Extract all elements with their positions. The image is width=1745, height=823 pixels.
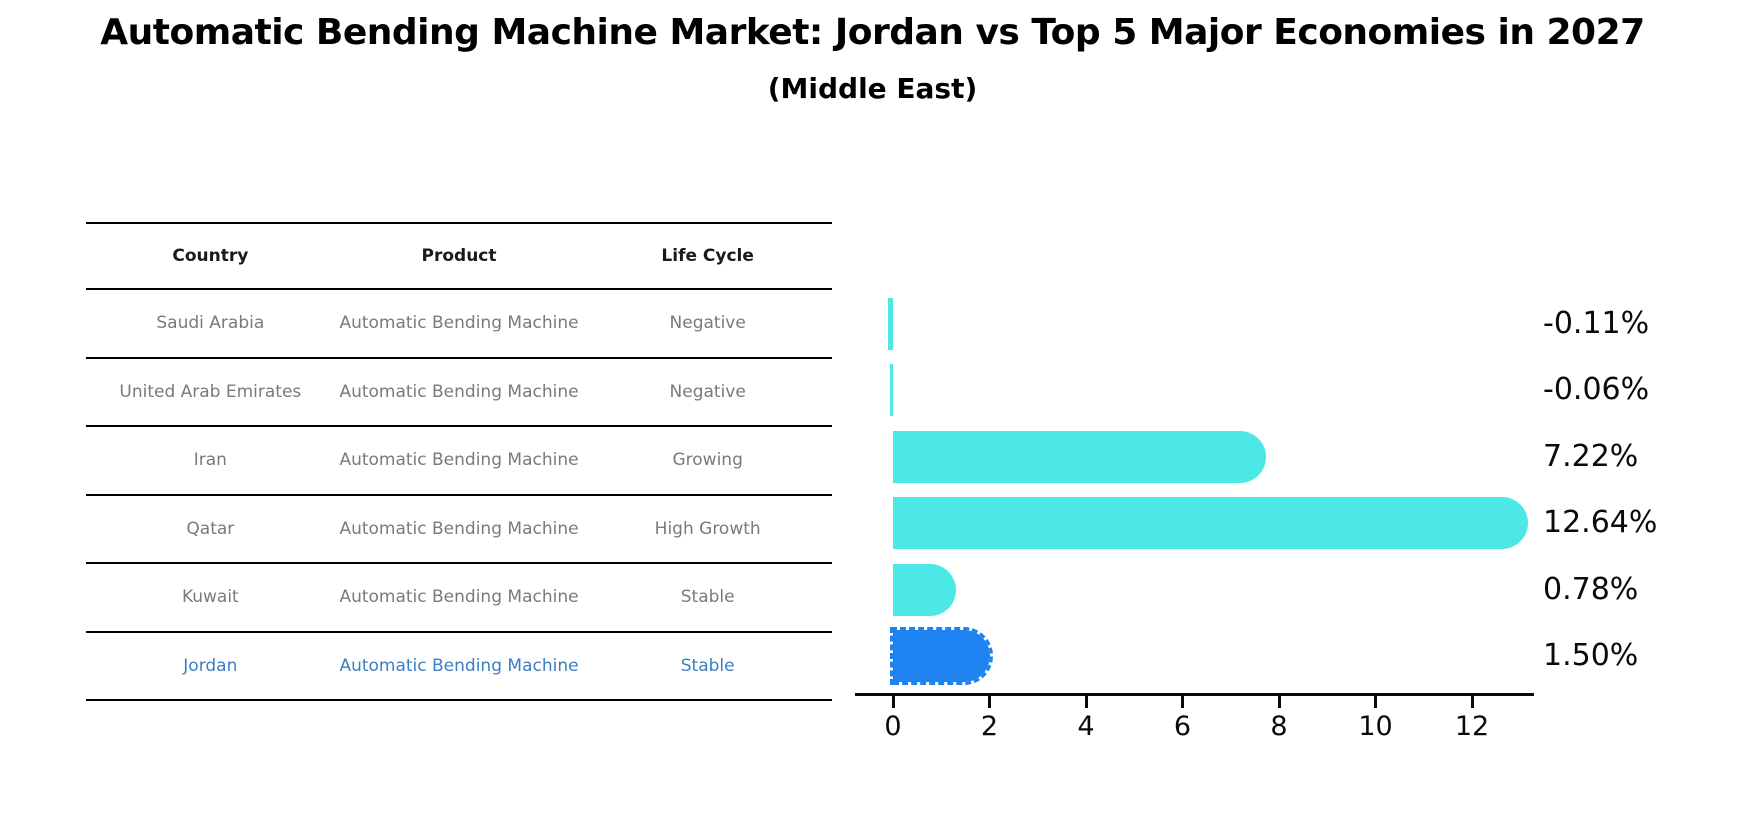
column-header-product: Product <box>421 246 497 266</box>
x-axis-line <box>855 693 1534 696</box>
bar-value-label: -0.06% <box>1543 372 1650 408</box>
x-axis-tick-mark <box>1181 695 1184 708</box>
cell-product: Automatic Bending Machine <box>339 655 579 676</box>
x-axis-tick-mark <box>1374 695 1377 708</box>
bar-value-label: 12.64% <box>1543 505 1658 541</box>
cell-country: United Arab Emirates <box>119 381 302 402</box>
table-row-qatar: Qatar Automatic Bending Machine High Gro… <box>86 496 832 564</box>
table-row-united-arab-emirates: United Arab Emirates Automatic Bending M… <box>86 359 832 427</box>
x-axis-tick-mark <box>891 695 895 708</box>
bar-jordan <box>889 627 994 685</box>
bar-iran <box>893 430 1267 483</box>
bar-kuwait <box>893 563 956 616</box>
table-row-jordan: Jordan Automatic Bending Machine Stable <box>86 633 832 701</box>
cell-product: Automatic Bending Machine <box>339 381 579 402</box>
table-header-row: Country Product Life Cycle <box>86 222 832 290</box>
cell-country: Jordan <box>183 655 238 676</box>
cell-life-cycle: Growing <box>672 450 743 471</box>
cell-life-cycle: Stable <box>680 655 735 676</box>
cell-country: Iran <box>193 450 227 471</box>
x-axis-tick-mark <box>1084 695 1088 708</box>
table-row-iran: Iran Automatic Bending Machine Growing <box>86 427 832 496</box>
bar-qatar <box>893 497 1528 550</box>
cell-product: Automatic Bending Machine <box>339 518 579 539</box>
cell-life-cycle: Stable <box>680 587 735 608</box>
cell-country: Kuwait <box>181 587 239 608</box>
bar-value-label: -0.11% <box>1543 306 1650 341</box>
bar-value-label: 7.22% <box>1543 438 1639 474</box>
column-header-country: Country <box>172 246 249 266</box>
cell-country: Qatar <box>186 518 235 539</box>
x-axis-tick-label: 8 <box>1270 711 1288 742</box>
chart-title: Automatic Bending Machine Market: Jordan… <box>100 12 1645 53</box>
x-axis-tick-mark <box>988 695 991 708</box>
bar-value-label: 1.50% <box>1543 638 1639 673</box>
cell-country: Saudi Arabia <box>156 313 265 334</box>
cell-life-cycle: High Growth <box>654 518 761 539</box>
table-row-kuwait: Kuwait Automatic Bending Machine Stable <box>86 564 832 633</box>
column-header-life-cycle: Life Cycle <box>661 246 754 266</box>
x-axis-tick-label: 12 <box>1454 711 1490 742</box>
chart-subtitle: (Middle East) <box>767 72 978 105</box>
cell-life-cycle: Negative <box>669 381 746 402</box>
cell-product: Automatic Bending Machine <box>339 587 579 608</box>
bar-united-arab-emirates <box>890 364 893 417</box>
bar-value-label: 0.78% <box>1543 571 1639 607</box>
x-axis-tick-label: 6 <box>1173 711 1192 742</box>
data-table: Country Product Life Cycle Saudi Arabia … <box>86 222 832 701</box>
x-axis-tick-label: 2 <box>980 711 999 742</box>
x-axis-tick-label: 4 <box>1077 711 1095 742</box>
x-axis-tick-label: 0 <box>884 711 902 742</box>
cell-life-cycle: Negative <box>669 313 746 334</box>
x-axis-tick-mark <box>1470 695 1474 708</box>
x-axis-tick-mark <box>1277 695 1281 708</box>
bar-saudi-arabia <box>887 298 893 350</box>
table-row-saudi-arabia: Saudi Arabia Automatic Bending Machine N… <box>86 290 832 359</box>
cell-product: Automatic Bending Machine <box>339 313 579 334</box>
x-axis-tick-label: 10 <box>1358 711 1393 742</box>
cell-product: Automatic Bending Machine <box>339 450 579 471</box>
